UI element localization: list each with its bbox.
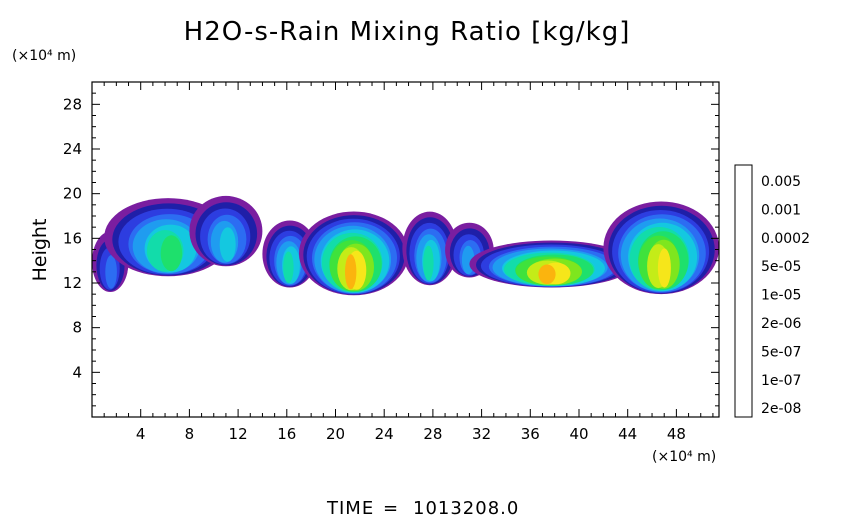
colorbar-label: 0.005 — [761, 174, 801, 190]
time-value: 1013208.0 — [413, 498, 519, 519]
y-axis: 4 8 12 16 20 24 28 — [63, 92, 719, 407]
cloud-region — [189, 195, 263, 267]
colorbar-label: 5e-05 — [761, 259, 801, 275]
colorbar-label: 0.0002 — [761, 231, 810, 247]
contour-level — [219, 227, 236, 262]
y-tick-label: 20 — [63, 185, 82, 203]
colorbar-label: 2e-06 — [761, 316, 801, 332]
x-tick-label: 24 — [375, 425, 394, 443]
contour-level — [538, 264, 556, 285]
y-tick-label: 12 — [63, 274, 82, 292]
plot-area — [92, 195, 719, 296]
x-tick-label: 40 — [569, 425, 588, 443]
colorbar: 0.005 0.001 0.0002 5e-05 1e-05 2e-06 5e-07 1e-0… — [734, 164, 810, 418]
contour-level — [160, 235, 183, 272]
x-tick-label: 44 — [618, 425, 637, 443]
x-tick-label: 48 — [667, 425, 686, 443]
x-tick-label: 4 — [136, 425, 146, 443]
y-tick-label: 28 — [63, 95, 82, 113]
cloud-region — [262, 220, 318, 288]
cloud-region — [402, 211, 458, 286]
chart-title: H2O-s-Rain Mixing Ratio [kg/kg] — [184, 17, 631, 47]
x-tick-label: 20 — [326, 425, 345, 443]
cloud-region — [469, 240, 634, 288]
contour-level — [345, 254, 357, 290]
time-equals: = — [383, 498, 399, 519]
y-tick-label: 16 — [63, 229, 82, 247]
x-tick-label: 8 — [185, 425, 195, 443]
contour-level — [423, 245, 434, 281]
cloud-region — [299, 211, 409, 296]
colorbar-label: 1e-05 — [761, 288, 801, 304]
x-tick-label: 28 — [423, 425, 442, 443]
colorbar-label: 0.001 — [761, 202, 801, 218]
colorbar-label: 2e-08 — [761, 401, 801, 417]
y-axis-label: Height — [29, 219, 51, 282]
x-tick-label: 32 — [472, 425, 491, 443]
colorbar-frame — [734, 164, 753, 418]
contour-level — [283, 251, 294, 284]
colorbar-label: 5e-07 — [761, 344, 801, 360]
y-unit-label: (×10⁴ m) — [12, 48, 76, 64]
y-tick-label: 8 — [72, 319, 82, 337]
time-label: TIME — [326, 498, 374, 519]
contour-level — [105, 255, 117, 289]
colorbar-label: 1e-07 — [761, 373, 801, 389]
x-unit-label: (×10⁴ m) — [652, 449, 716, 465]
cloud-region — [603, 201, 719, 295]
x-tick-label: 16 — [277, 425, 296, 443]
x-axis: 4 8 12 16 20 24 28 32 36 40 44 48 — [103, 82, 714, 443]
x-tick-label: 12 — [229, 425, 248, 443]
y-tick-label: 4 — [72, 363, 82, 381]
contour-level — [657, 248, 671, 288]
x-tick-label: 36 — [521, 425, 540, 443]
y-tick-label: 24 — [63, 140, 82, 158]
